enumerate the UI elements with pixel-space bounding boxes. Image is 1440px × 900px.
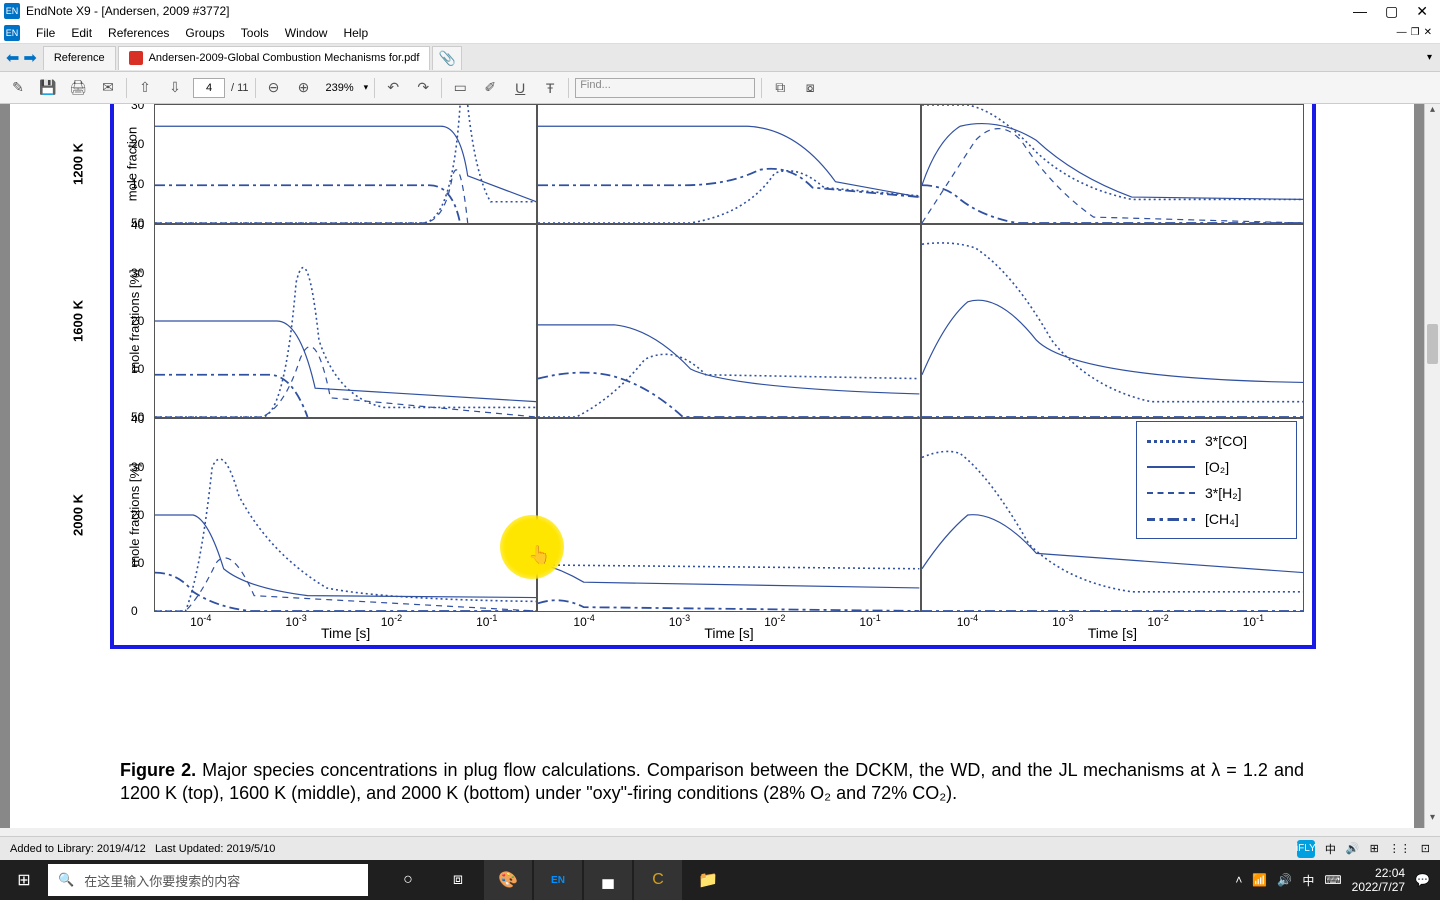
save-icon[interactable]: 💾 xyxy=(36,76,60,100)
email-icon[interactable]: ✉ xyxy=(96,76,120,100)
menu-bar: EN File Edit References Groups Tools Win… xyxy=(0,22,1440,44)
menu-file[interactable]: File xyxy=(28,26,63,40)
chart-cell-2-0: 010203040mole fractions [%]2000 K10-410-… xyxy=(154,418,537,612)
sub-restore-button[interactable]: ❐ xyxy=(1411,27,1420,38)
tray-keyboard-icon[interactable]: ⌨ xyxy=(1324,873,1341,887)
print-icon[interactable]: 🖨 xyxy=(66,76,90,100)
chart-cell-1-0: 5010203040mole fractions [%]1600 K xyxy=(154,224,537,418)
minimize-button[interactable]: — xyxy=(1353,3,1367,20)
chart-cell-0-0: 50102030mole fraction1200 K xyxy=(154,104,537,224)
tray-volume-icon[interactable]: 🔊 xyxy=(1277,873,1292,887)
notifications-icon[interactable]: 💬 xyxy=(1415,873,1430,887)
title-bar: EN EndNote X9 - [Andersen, 2009 #3772] —… xyxy=(0,0,1440,22)
taskbar-search[interactable]: 🔍 在这里输入你要搜索的内容 xyxy=(48,864,368,896)
chart-cell-2-1: 10-410-310-210-1Time [s] xyxy=(537,418,920,612)
chart-cell-0-2 xyxy=(921,104,1304,224)
menu-edit[interactable]: Edit xyxy=(63,26,100,40)
layout-icon-2[interactable]: ⧇ xyxy=(798,76,822,100)
scroll-down-icon[interactable]: ▾ xyxy=(1425,812,1440,828)
figure-caption: Figure 2. Major species concentrations i… xyxy=(120,759,1304,806)
status-ime[interactable]: 中 xyxy=(1325,841,1336,857)
status-icon-2[interactable]: ⊞ xyxy=(1370,842,1379,855)
tab-attachment[interactable]: 📎 xyxy=(432,46,462,70)
prev-page-icon[interactable]: ⇧ xyxy=(133,76,157,100)
menu-tools[interactable]: Tools xyxy=(233,26,277,40)
zoom-dropdown-icon[interactable]: ▾ xyxy=(364,82,369,93)
tray-ime[interactable]: 中 xyxy=(1302,872,1314,889)
scrollbar-thumb[interactable] xyxy=(1427,324,1438,364)
taskbar-app-1[interactable]: ⧈ xyxy=(434,860,482,900)
taskbar-endnote[interactable]: EN xyxy=(534,860,582,900)
next-page-icon[interactable]: ⇩ xyxy=(163,76,187,100)
chart-cell-2-2: 10-410-310-210-1Time [s]3*[CO][O₂]3*[H₂]… xyxy=(921,418,1304,612)
system-tray: ˄ 📶 🔊 中 ⌨ 22:04 2022/7/27 💬 xyxy=(1235,866,1440,895)
tray-chevron-icon[interactable]: ˄ xyxy=(1235,873,1242,887)
zoom-out-icon[interactable]: ⊖ xyxy=(262,76,286,100)
highlight-icon[interactable]: ✐ xyxy=(478,76,502,100)
chart-cell-0-1 xyxy=(537,104,920,224)
page-total: / 11 xyxy=(231,82,249,94)
taskbar-explorer[interactable]: 📁 xyxy=(684,860,732,900)
status-icon-4[interactable]: ⊡ xyxy=(1421,842,1430,855)
taskbar-clock[interactable]: 22:04 2022/7/27 xyxy=(1352,866,1405,895)
window-title: EndNote X9 - [Andersen, 2009 #3772] xyxy=(26,4,1353,18)
taskbar-app-2[interactable]: 🎨 xyxy=(484,860,532,900)
menu-window[interactable]: Window xyxy=(277,26,336,40)
status-updated: Last Updated: 2019/5/10 xyxy=(155,843,275,855)
edit-icon[interactable]: ✎ xyxy=(6,76,30,100)
tab-reference[interactable]: Reference xyxy=(43,46,116,70)
find-input[interactable]: Find... xyxy=(575,78,755,98)
taskbar-terminal[interactable]: ▄ xyxy=(584,860,632,900)
search-icon: 🔍 xyxy=(58,872,74,888)
taskbar-app-3[interactable]: C xyxy=(634,860,682,900)
ifly-badge[interactable]: iFLY xyxy=(1297,840,1315,858)
page-number-input[interactable] xyxy=(193,78,225,98)
menu-help[interactable]: Help xyxy=(335,26,376,40)
app-icon: EN xyxy=(4,3,20,19)
maximize-button[interactable]: ▢ xyxy=(1385,3,1398,20)
menu-references[interactable]: References xyxy=(100,26,177,40)
status-bar: Added to Library: 2019/4/12 Last Updated… xyxy=(0,836,1440,860)
rotate-left-icon[interactable]: ↶ xyxy=(381,76,405,100)
nav-back-icon[interactable]: ⬅ xyxy=(6,48,19,68)
strikethrough-icon[interactable]: Ŧ xyxy=(538,76,562,100)
underline-icon[interactable]: U xyxy=(508,76,532,100)
layout-icon-1[interactable]: ⧉ xyxy=(768,76,792,100)
nav-forward-icon[interactable]: ➡ xyxy=(23,48,36,68)
scroll-up-icon[interactable]: ▴ xyxy=(1425,104,1440,120)
chart-cell-1-2 xyxy=(921,224,1304,418)
pdf-icon xyxy=(129,51,143,65)
pdf-toolbar: ✎ 💾 🖨 ✉ ⇧ ⇩ / 11 ⊖ ⊕ 239% ▾ ↶ ↷ ▭ ✐ U Ŧ … xyxy=(0,72,1440,104)
chart-legend: 3*[CO][O₂]3*[H₂][CH₄] xyxy=(1136,421,1297,539)
app-sub-icon: EN xyxy=(4,25,20,41)
start-button[interactable]: ⊞ xyxy=(0,860,48,900)
paperclip-icon: 📎 xyxy=(439,50,456,67)
zoom-in-icon[interactable]: ⊕ xyxy=(292,76,316,100)
pdf-page: 50102030mole fraction1200 K5010203040mol… xyxy=(10,104,1414,828)
vertical-scrollbar[interactable]: ▴ ▾ xyxy=(1424,104,1440,828)
tab-pdf[interactable]: Andersen-2009-Global Combustion Mechanis… xyxy=(118,46,431,70)
note-icon[interactable]: ▭ xyxy=(448,76,472,100)
tab-dropdown-icon[interactable]: ▾ xyxy=(1419,52,1440,63)
status-added: Added to Library: 2019/4/12 xyxy=(10,843,146,855)
windows-taskbar: ⊞ 🔍 在这里输入你要搜索的内容 ○ ⧈ 🎨 EN ▄ C 📁 ˄ 📶 🔊 中 … xyxy=(0,860,1440,900)
pdf-viewer[interactable]: 50102030mole fraction1200 K5010203040mol… xyxy=(0,104,1424,828)
chart-cell-1-1 xyxy=(537,224,920,418)
sub-minimize-button[interactable]: — xyxy=(1397,27,1407,38)
zoom-level[interactable]: 239% xyxy=(322,82,358,94)
menu-groups[interactable]: Groups xyxy=(177,26,232,40)
tray-network-icon[interactable]: 📶 xyxy=(1252,873,1267,887)
rotate-right-icon[interactable]: ↷ xyxy=(411,76,435,100)
tab-bar: ⬅ ➡ Reference Andersen-2009-Global Combu… xyxy=(0,44,1440,72)
status-icon-3[interactable]: ⋮⋮ xyxy=(1389,842,1411,855)
figure-2: 50102030mole fraction1200 K5010203040mol… xyxy=(110,104,1316,649)
status-icon-1[interactable]: 🔊 xyxy=(1346,842,1360,855)
close-button[interactable]: ✕ xyxy=(1416,3,1428,20)
sub-close-button[interactable]: ✕ xyxy=(1424,27,1432,38)
task-view-icon[interactable]: ○ xyxy=(384,860,432,900)
